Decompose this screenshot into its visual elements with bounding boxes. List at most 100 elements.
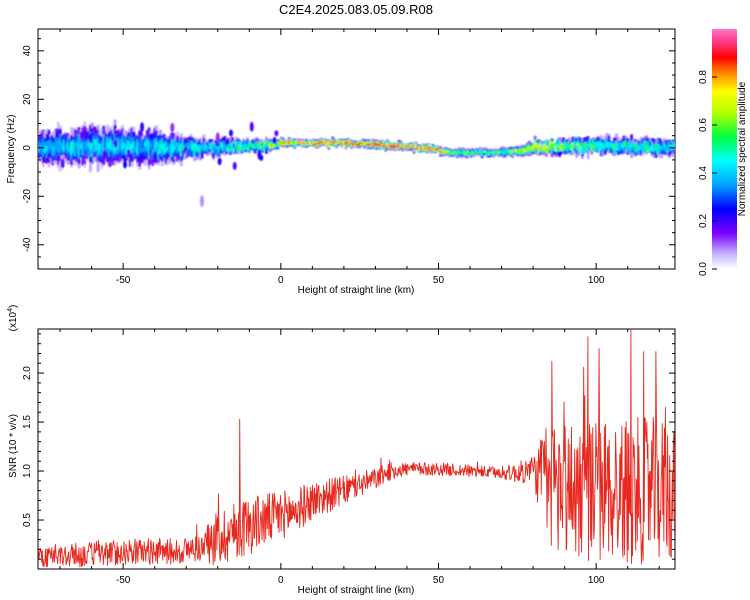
heatmap-cell <box>505 150 509 153</box>
heatmap-cell <box>234 142 238 154</box>
heatmap-cell <box>639 143 643 147</box>
heatmap-cell <box>594 146 598 149</box>
heatmap-cell <box>586 143 590 151</box>
heatmap-cell <box>223 144 227 153</box>
heatmap-cell <box>346 142 350 144</box>
x-tick-label: 0 <box>278 575 284 586</box>
heatmap-cell <box>196 145 200 152</box>
heatmap-cell <box>501 150 505 153</box>
heatmap-cell <box>378 144 382 147</box>
heatmap-cell <box>282 141 285 144</box>
heatmap-cell <box>662 146 666 149</box>
heatmap-cell <box>618 146 622 152</box>
heatmap-cell <box>195 147 198 151</box>
heatmap-cell <box>359 142 363 145</box>
heatmap-cell <box>244 142 248 148</box>
heatmap-cell <box>238 144 242 147</box>
heatmap-cell <box>79 138 83 148</box>
heatmap-cell <box>548 143 552 146</box>
heatmap-cell <box>386 143 389 145</box>
heatmap-cell <box>592 139 596 145</box>
snr-y-axis: 0.5 1.0 1.5 2.0 <box>22 333 675 560</box>
chart-title: C2E4.2025.083.05.09.R08 <box>279 2 433 17</box>
heatmap-cell <box>423 148 427 150</box>
heatmap-cell <box>259 141 263 147</box>
heatmap-cell <box>240 143 244 151</box>
heatmap-cell <box>475 150 478 153</box>
heatmap-cell <box>299 141 302 143</box>
heatmap-cell <box>660 147 664 150</box>
heatmap-cell <box>45 145 49 151</box>
heatmap-cell <box>433 149 437 151</box>
heatmap-cell <box>382 144 386 146</box>
heatmap-cell <box>236 146 240 150</box>
heatmap-cell <box>73 145 77 152</box>
heatmap-cell <box>420 148 423 151</box>
heatmap-cell <box>234 141 238 145</box>
heatmap-cell <box>412 147 416 150</box>
heatmap-cell <box>639 143 643 151</box>
heatmap-speck <box>102 149 107 161</box>
heatmap-cell <box>558 146 562 152</box>
heatmap-cell <box>535 145 539 147</box>
heatmap-cell <box>641 146 645 152</box>
heatmap-cell <box>81 142 85 149</box>
heatmap-cell <box>259 141 263 144</box>
snr-scale-label: (x104) <box>7 305 19 332</box>
heatmap-cell <box>248 144 251 149</box>
heatmap-cell <box>145 141 149 146</box>
heatmap-cell <box>395 146 399 148</box>
heatmap-cell <box>257 142 261 145</box>
heatmap-cell <box>206 144 210 148</box>
heatmap-cell <box>263 146 266 148</box>
heatmap-cell <box>537 143 541 147</box>
heatmap-cell <box>628 142 632 147</box>
heatmap-cell <box>94 139 98 146</box>
heatmap-cell <box>406 146 410 148</box>
heatmap-cell <box>280 141 283 144</box>
heatmap-cell <box>164 148 168 154</box>
heatmap-cell <box>147 142 151 150</box>
colorbar-gradient <box>712 29 737 269</box>
heatmap-cell <box>673 144 675 147</box>
heatmap-cell <box>77 144 81 153</box>
heatmap-cell <box>251 139 255 148</box>
heatmap-cell <box>162 144 166 151</box>
heatmap-cell <box>531 147 535 150</box>
heatmap-cell <box>490 151 493 154</box>
heatmap-cell <box>172 139 176 153</box>
colorbar-tick-label: 0.6 <box>698 118 709 132</box>
heatmap-speck <box>259 154 264 161</box>
heatmap-cell <box>509 150 512 153</box>
heatmap-cell <box>176 142 179 147</box>
heatmap-cell <box>588 143 592 147</box>
heatmap-cell <box>109 142 113 150</box>
heatmap-cell <box>361 142 365 144</box>
heatmap-cell <box>584 141 588 145</box>
heatmap-cell <box>213 145 217 149</box>
heatmap-cell <box>333 142 336 144</box>
heatmap-cell <box>526 147 529 150</box>
heatmap-cell <box>168 147 172 152</box>
heatmap-cell <box>380 142 384 145</box>
heatmap-cell <box>160 144 164 150</box>
heatmap-cell <box>579 146 582 149</box>
heatmap-cell <box>56 146 60 153</box>
heatmap-cell <box>210 142 213 148</box>
heatmap-cell <box>546 147 550 150</box>
heatmap-cell <box>335 143 338 145</box>
heatmap-cell <box>649 147 652 150</box>
heatmap-cell <box>342 141 346 143</box>
heatmap-cell <box>668 141 671 148</box>
snr-panel: -50 0 50 100 0.5 1.0 1.5 2.0 Height of straigh… <box>7 305 676 596</box>
heatmap-cell <box>79 144 83 150</box>
y-tick-label: -40 <box>22 237 33 252</box>
heatmap-cell <box>123 142 126 154</box>
heatmap-cell <box>213 142 217 148</box>
heatmap-speck <box>215 132 220 144</box>
x-tick-label: 0 <box>278 275 284 286</box>
heatmap-cell <box>151 141 155 154</box>
heatmap-cell <box>295 141 299 143</box>
heatmap-cell <box>533 144 537 148</box>
